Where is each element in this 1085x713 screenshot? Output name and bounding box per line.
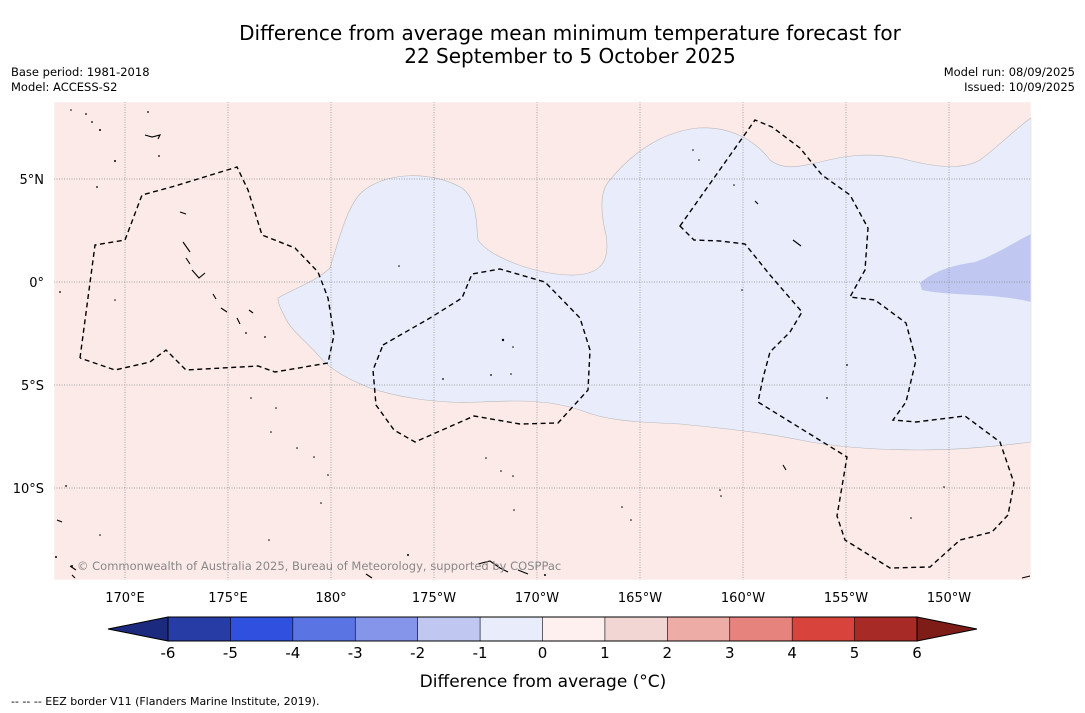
map-title: Difference from average mean minimum tem… bbox=[0, 22, 1085, 68]
forecast-info-right: Model run: 08/09/2025 Issued: 10/09/2025 bbox=[944, 65, 1075, 95]
colorbar-over-arrow bbox=[916, 616, 978, 642]
colorbar-tick-label: 3 bbox=[725, 644, 735, 662]
eez-borders bbox=[79, 119, 1015, 569]
colorbar-tick-label: -4 bbox=[285, 644, 300, 662]
lon-label-155w: 155°W bbox=[824, 591, 868, 606]
lon-label-180: 180° bbox=[315, 591, 346, 606]
longitude-labels: 170°E 175°E 180° 175°W 170°W 165°W 160°W… bbox=[105, 591, 971, 606]
colorbar-tick-label: 6 bbox=[912, 644, 922, 662]
copyright-notice: © Commonwealth of Australia 2025, Bureau… bbox=[77, 559, 561, 573]
model-run: Model run: 08/09/2025 bbox=[943, 65, 1075, 79]
lon-label-160w: 160°W bbox=[721, 591, 765, 606]
colorbar-label: Difference from average (°C) bbox=[420, 672, 667, 692]
title-line-2: 22 September to 5 October 2025 bbox=[404, 44, 736, 68]
colorbar-tick-label: 4 bbox=[787, 644, 797, 662]
region-slightly-cool bbox=[277, 117, 1032, 451]
colorbar-segment bbox=[479, 616, 544, 642]
islands bbox=[56, 134, 1031, 579]
colorbar-tick-label: 2 bbox=[663, 644, 673, 662]
lon-label-150w: 150°W bbox=[927, 591, 971, 606]
colorbar-under-arrow bbox=[107, 616, 169, 642]
forecast-info-left: Base period: 1981-2018 Model: ACCESS-S2 bbox=[11, 65, 150, 95]
colorbar-tick-label: 1 bbox=[600, 644, 610, 662]
colorbar-tick-label: -6 bbox=[161, 644, 176, 662]
colorbar: -6 -5 -4 -3 -2 -1 0 1 2 3 4 5 6 Difference from aver… bbox=[107, 616, 978, 692]
colorbar-segment bbox=[791, 616, 856, 642]
lat-label-5n: 5°N bbox=[20, 173, 45, 188]
base-period: Base period: 1981-2018 bbox=[11, 65, 150, 79]
lat-label-5s: 5°S bbox=[21, 379, 44, 394]
colorbar-segment bbox=[354, 616, 419, 642]
lat-label-10s: 10°S bbox=[13, 482, 44, 497]
title-line-1: Difference from average mean minimum tem… bbox=[239, 21, 901, 45]
colorbar-segment bbox=[167, 616, 232, 642]
colorbar-tick-label: -5 bbox=[223, 644, 238, 662]
lon-label-165w: 165°W bbox=[618, 591, 662, 606]
colorbar-segment bbox=[729, 616, 793, 642]
lon-label-175w: 175°W bbox=[412, 591, 456, 606]
colorbar-segment bbox=[854, 616, 918, 642]
lon-label-175e: 175°E bbox=[208, 591, 248, 606]
colorbar-segment bbox=[667, 616, 731, 642]
model-name: Model: ACCESS-S2 bbox=[11, 80, 118, 94]
colorbar-tick-label: 5 bbox=[850, 644, 860, 662]
colorbar-segment bbox=[417, 616, 481, 642]
small-islands bbox=[55, 109, 945, 576]
lon-label-170e: 170°E bbox=[105, 591, 145, 606]
lat-label-0: 0° bbox=[29, 276, 44, 291]
lon-label-170w: 170°W bbox=[515, 591, 559, 606]
eez-legend-note: -- -- -- EEZ border V11 (Flanders Marine… bbox=[11, 695, 320, 708]
colorbar-tick-label: -2 bbox=[410, 644, 425, 662]
region-cool bbox=[920, 234, 1031, 302]
colorbar-tick-label: -3 bbox=[348, 644, 363, 662]
latitude-labels: 5°N 0° 5°S 10°S bbox=[13, 173, 44, 497]
colorbar-segment bbox=[292, 616, 356, 642]
colorbar-segment bbox=[542, 616, 606, 642]
colorbar-segment bbox=[604, 616, 668, 642]
colorbar-tick-label: 0 bbox=[538, 644, 548, 662]
colorbar-tick-label: -1 bbox=[473, 644, 488, 662]
issued-date: Issued: 10/09/2025 bbox=[964, 80, 1075, 94]
colorbar-segment bbox=[230, 616, 294, 642]
